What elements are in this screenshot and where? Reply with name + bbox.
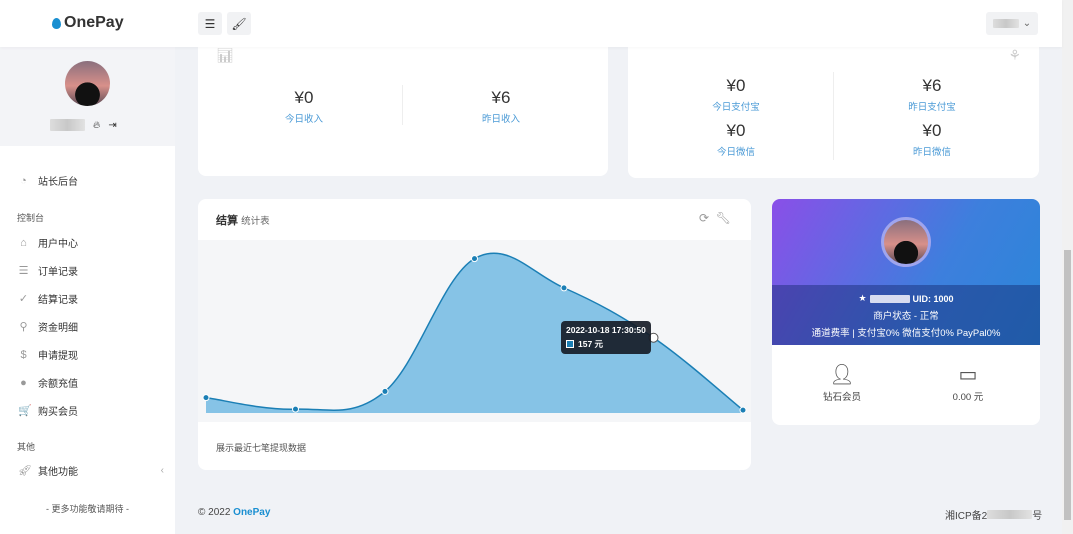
data-point[interactable] [739, 406, 747, 414]
sidebar-item-admin[interactable]: ◔ 站长后台 [18, 173, 78, 189]
tooltip-value: 157 元 [578, 339, 604, 349]
award-icon: ⚘ [1008, 47, 1021, 63]
chart-title: 结算 统计表 [216, 215, 270, 227]
sidebar-item-label: 资金明细 [38, 323, 78, 334]
sidebar-item-label: 站长后台 [38, 177, 78, 188]
sidebar-icon: ☰ [18, 265, 29, 277]
sidebar-item[interactable]: ✓ 结算记录 [18, 291, 78, 306]
username-blurred [50, 119, 85, 131]
sidebar-icon: ● [20, 376, 27, 389]
chart-tooltip: 2022-10-18 17:30:50 157 元 [561, 321, 651, 354]
user-icon: 👤︎ [829, 364, 855, 386]
star-icon: ★ [858, 293, 867, 303]
sidebar-icon: $ [20, 348, 27, 361]
data-point[interactable] [202, 394, 210, 402]
today-income: ¥0 今日收入 [284, 88, 323, 125]
rocket-icon: 🚀︎ [18, 465, 32, 477]
data-point[interactable] [381, 387, 389, 395]
chevron-left-icon: ‹ [160, 465, 164, 476]
sidebar-item-other[interactable]: 🚀︎ 其他功能 ‹ [18, 463, 164, 478]
settlement-chart-card: 结算 统计表 ⟳ 🔧︎ 2022-10-18 17:30:50 157 元 展示… [198, 199, 751, 470]
profile-avatar [881, 217, 931, 267]
more-coming: - 更多功能敬请期待 - [46, 504, 129, 514]
username-blurred [869, 294, 910, 303]
area-chart [198, 240, 751, 422]
bar-chart-icon: 📊︎ [216, 47, 234, 63]
channel-stat: ¥0 昨日微信 [912, 121, 951, 158]
chevron-down-icon: ⌄ [1022, 18, 1032, 29]
sidebar-icon: ✓ [18, 293, 29, 305]
sidebar-item-label: 购买会员 [38, 407, 78, 418]
sidebar-item-label: 订单记录 [38, 267, 78, 278]
section-console: 控制台 [17, 213, 45, 223]
sidebar-item-label: 其他功能 [38, 467, 78, 478]
data-point[interactable] [560, 284, 568, 292]
chart-footer: 展示最近七笔提现数据 [216, 443, 307, 453]
username-blurred [992, 19, 1019, 28]
brand-name: OnePay [64, 14, 124, 31]
menu-toggle-button[interactable]: ☰ [198, 12, 222, 35]
data-point[interactable] [471, 255, 478, 263]
dashboard-icon: ◔ [20, 174, 27, 187]
area-fill [206, 253, 743, 413]
income-card: 📊︎ ¥0 今日收入 ¥6 昨日收入 [198, 30, 608, 176]
sidebar-item[interactable]: ☰ 订单记录 [18, 263, 78, 278]
refresh-icon[interactable]: ⟳ [698, 211, 709, 225]
uid: UID: 1000 [912, 293, 954, 304]
channel-rates: 通道费率 | 支付宝0% 微信支付0% PayPal0% [811, 328, 1001, 339]
top-header: OnePay ☰ 🖌 ⌄ [0, 0, 1062, 47]
yesterday-income: ¥6 昨日收入 [481, 88, 520, 125]
user-dropdown[interactable]: ⌄ [986, 12, 1038, 35]
section-other: 其他 [17, 442, 36, 452]
drop-icon [52, 17, 61, 29]
sidebar-item-label: 结算记录 [38, 295, 78, 306]
sidebar-item[interactable]: ⚲ 资金明细 [18, 319, 78, 334]
sidebar-profile: 🔥︎ ⇥ [0, 47, 175, 146]
channel-stat: ¥0 今日微信 [716, 121, 755, 158]
sidebar-icon: 🛒 [18, 405, 32, 417]
copyright: © 2022 OnePay [198, 507, 271, 518]
logout-icon[interactable]: ⇥ [108, 119, 117, 131]
merchant-status: 商户状态 - 正常 [873, 311, 939, 322]
channel-stat: ¥6 昨日支付宝 [908, 76, 956, 113]
sidebar-item[interactable]: $ 申请提现 [18, 347, 78, 363]
balance[interactable]: ▭ 0.00 元 [918, 362, 1018, 403]
fire-icon[interactable]: 🔥︎ [93, 119, 101, 131]
chart-subtitle: 统计表 [241, 216, 270, 227]
wallet-icon: ▭ [958, 364, 978, 386]
sidebar-icon: ⚲ [19, 321, 28, 333]
scrollbar[interactable] [1062, 0, 1073, 534]
sidebar-item-label: 用户中心 [38, 239, 78, 250]
profile-info: ★ UID: 1000 商户状态 - 正常 通道费率 | 支付宝0% 微信支付0%… [772, 285, 1040, 345]
avatar[interactable] [65, 61, 110, 106]
channel-card: ⚘ ¥0 今日支付宝 ¥6 昨日支付宝 ¥0 今日微信 ¥0 昨日微信 [628, 30, 1039, 178]
data-point[interactable] [292, 405, 299, 413]
sidebar-icon: ⌂ [20, 236, 27, 249]
logo[interactable]: OnePay [52, 14, 124, 32]
icp-number[interactable]: 湘ICP备2 号 [945, 510, 1043, 522]
sidebar-item-label: 余额充值 [38, 379, 78, 390]
theme-button[interactable]: 🖌 [227, 12, 251, 35]
channel-stat: ¥0 今日支付宝 [712, 76, 760, 113]
sidebar: 🔥︎ ⇥ ◔ 站长后台 控制台 ⌂ 用户中心 ☰ 订单记录 ✓ 结算记录 ⚲ 资金明细 $ 申请提现… [0, 47, 175, 534]
sidebar-item[interactable]: ● 余额充值 [18, 375, 78, 391]
sidebar-item[interactable]: ⌂ 用户中心 [18, 235, 78, 251]
sidebar-item-label: 申请提现 [38, 351, 78, 362]
wrench-icon[interactable]: 🔧︎ [715, 211, 731, 225]
sidebar-item[interactable]: 🛒 购买会员 [18, 403, 78, 418]
profile-card: ★ UID: 1000 商户状态 - 正常 通道费率 | 支付宝0% 微信支付0%… [772, 199, 1040, 425]
scrollbar-thumb[interactable] [1064, 250, 1071, 520]
footer-brand[interactable]: OnePay [233, 507, 271, 518]
tooltip-date: 2022-10-18 17:30:50 [566, 325, 646, 335]
member-level[interactable]: 👤︎ 钻石会员 [792, 362, 892, 403]
